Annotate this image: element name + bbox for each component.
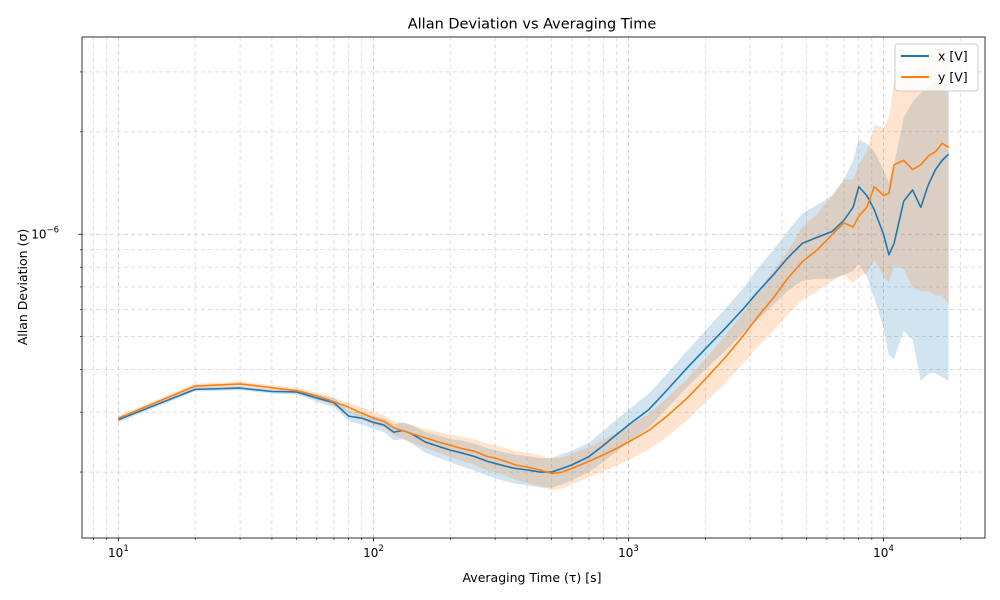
chart-title: Allan Deviation vs Averaging Time — [408, 17, 657, 33]
confidence-band-series-0 — [118, 76, 949, 488]
axis-ticks: 101 102 103 104 10−6 — [31, 71, 961, 560]
legend-label-y: y [V] — [938, 70, 968, 85]
series-line-0 — [118, 153, 950, 473]
x-tick-label: 102 — [363, 544, 384, 560]
plot-frame — [81, 36, 986, 539]
confidence-band-series-1 — [118, 44, 949, 491]
y-tick-label: 10−6 — [31, 225, 59, 241]
confidence-bands — [118, 44, 949, 491]
x-tick-label: 103 — [618, 544, 639, 560]
legend: x [V] y [V] — [894, 43, 979, 92]
y-axis-label: Allan Deviation (σ) — [15, 229, 30, 346]
x-axis-label: Averaging Time (τ) [s] — [462, 570, 601, 585]
x-tick-label: 101 — [108, 544, 129, 560]
grid — [82, 37, 985, 538]
x-tick-label: 104 — [873, 544, 894, 560]
legend-label-x: x [V] — [938, 49, 968, 64]
series-line-1 — [118, 142, 950, 475]
series-lines — [118, 142, 950, 475]
